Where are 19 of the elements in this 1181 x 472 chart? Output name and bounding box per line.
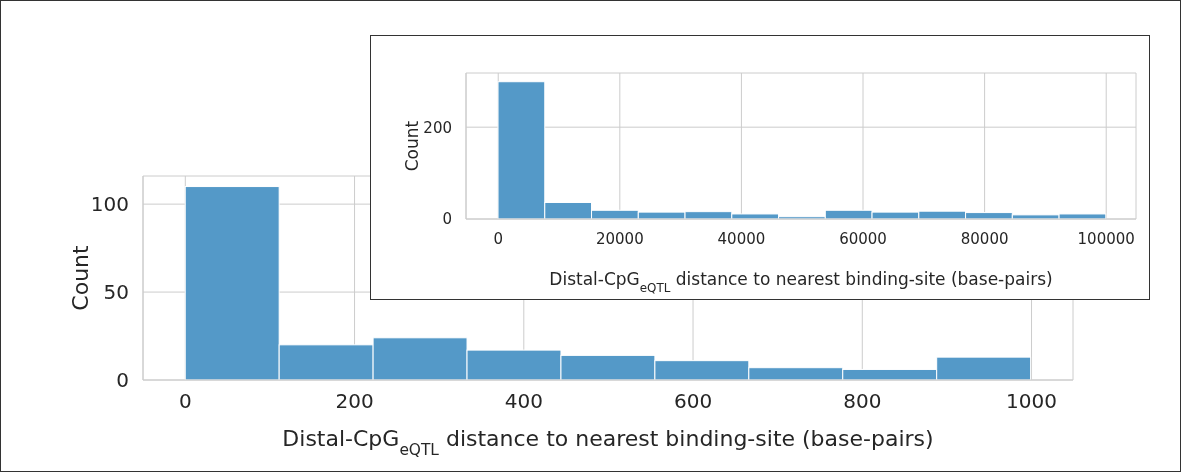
- y-axis-title: Count: [401, 120, 422, 172]
- x-axis-title: Distal-CpG$_{eQTL}$ distance to nearest binding-site (base-pairs): [282, 426, 934, 459]
- x-tick-label: 40000: [717, 229, 766, 248]
- x-tick-label: 400: [504, 389, 543, 414]
- x-tick-label: 0: [493, 229, 503, 248]
- x-tick-label: 1000: [1006, 389, 1057, 414]
- x-axis-title: Distal-CpG$_{eQTL}$ distance to nearest binding-site (base-pairs): [549, 269, 1053, 295]
- x-tick-label: 600: [673, 389, 713, 414]
- x-tick-label: 800: [843, 389, 882, 414]
- y-axis-title: Count: [68, 244, 94, 311]
- x-tick-label: 80000: [960, 229, 1009, 248]
- x-tick-label: 200: [335, 389, 374, 414]
- y-tick-label: 50: [103, 280, 129, 305]
- y-tick-label: 0: [116, 368, 129, 393]
- x-tick-label: 20000: [595, 229, 644, 248]
- x-tick-label: 100000: [1077, 229, 1135, 248]
- x-tick-label: 60000: [839, 229, 887, 248]
- x-tick-label: 0: [178, 389, 192, 414]
- y-tick-label: 100: [90, 192, 129, 217]
